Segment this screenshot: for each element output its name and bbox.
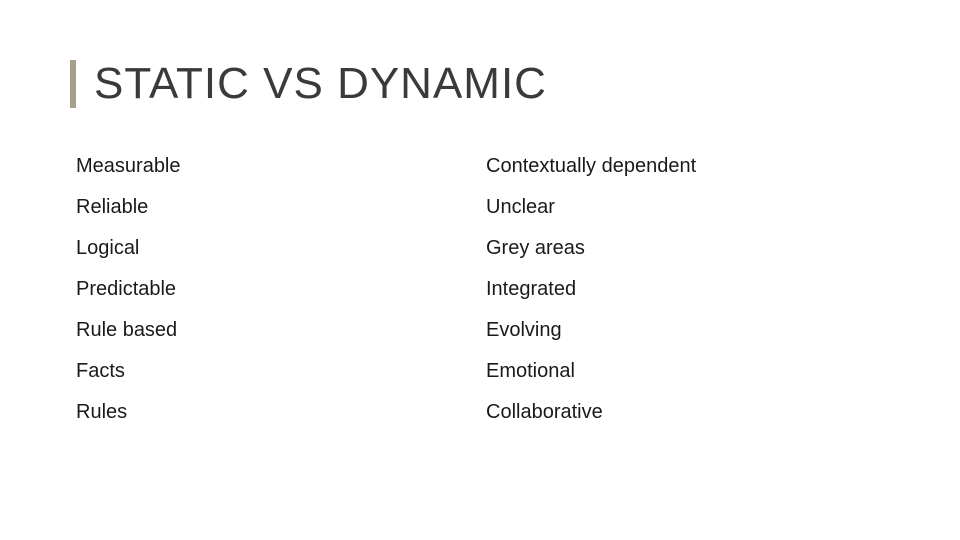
dynamic-cell: Integrated — [480, 269, 890, 310]
static-cell: Facts — [70, 351, 480, 392]
static-cell: Predictable — [70, 269, 480, 310]
comparison-table: MeasurableContextually dependentReliable… — [70, 146, 890, 433]
table-row: ReliableUnclear — [70, 187, 890, 228]
accent-bar — [70, 60, 76, 108]
table-row: RulesCollaborative — [70, 392, 890, 433]
dynamic-cell: Unclear — [480, 187, 890, 228]
static-cell: Logical — [70, 228, 480, 269]
table-body: MeasurableContextually dependentReliable… — [70, 146, 890, 433]
static-cell: Rule based — [70, 310, 480, 351]
static-cell: Measurable — [70, 146, 480, 187]
table-row: Rule basedEvolving — [70, 310, 890, 351]
title-block: STATIC VS DYNAMIC — [70, 60, 890, 108]
table-row: PredictableIntegrated — [70, 269, 890, 310]
dynamic-cell: Collaborative — [480, 392, 890, 433]
slide: STATIC VS DYNAMIC MeasurableContextually… — [0, 0, 960, 540]
static-cell: Rules — [70, 392, 480, 433]
dynamic-cell: Evolving — [480, 310, 890, 351]
table-row: FactsEmotional — [70, 351, 890, 392]
table-row: MeasurableContextually dependent — [70, 146, 890, 187]
static-cell: Reliable — [70, 187, 480, 228]
dynamic-cell: Emotional — [480, 351, 890, 392]
slide-title: STATIC VS DYNAMIC — [94, 60, 547, 108]
table-row: LogicalGrey areas — [70, 228, 890, 269]
dynamic-cell: Grey areas — [480, 228, 890, 269]
dynamic-cell: Contextually dependent — [480, 146, 890, 187]
